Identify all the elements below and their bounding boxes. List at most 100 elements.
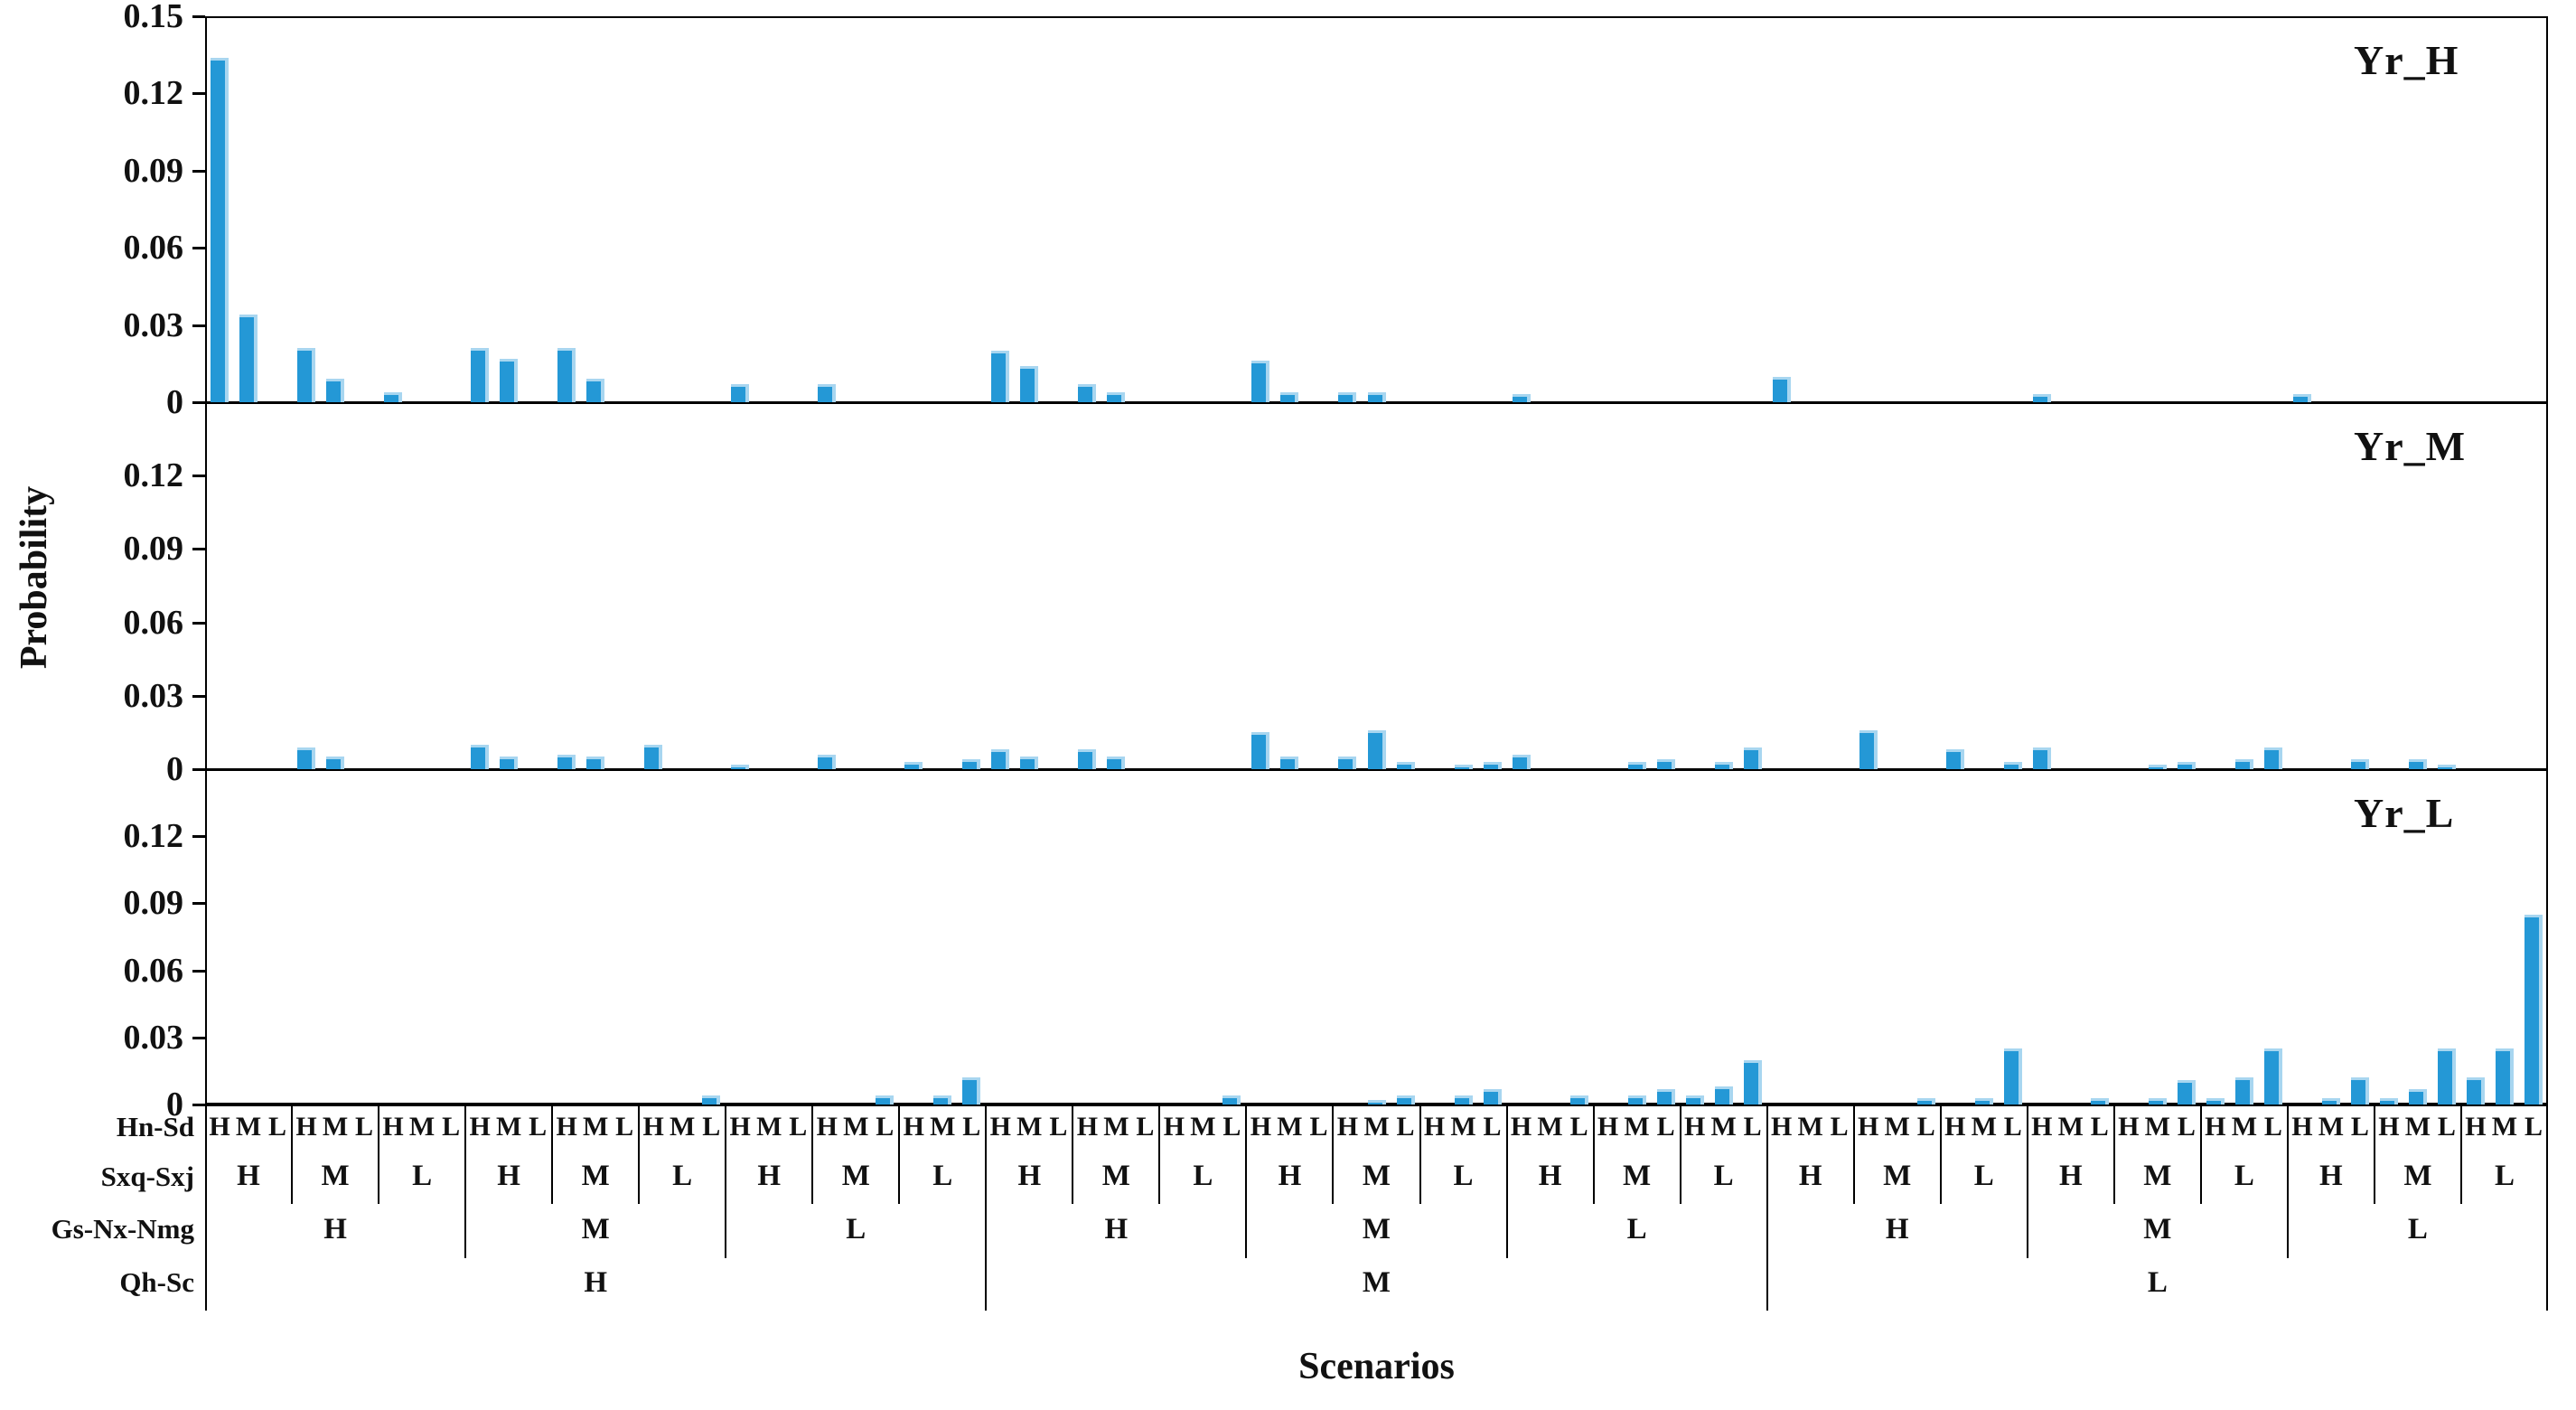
x-cat-Hn-Sd-64: H: [2031, 1111, 2053, 1142]
axis-edge-line: [205, 1104, 207, 1311]
x-cat-Hn-Sd-3: L: [268, 1111, 287, 1142]
bar-Yr_H-s37: [1251, 361, 1270, 402]
x-cat-Hn-Sd-43: H: [1423, 1111, 1446, 1142]
y-tick-mark: [192, 694, 205, 698]
x-cat-Hn-Sd-67: H: [2118, 1111, 2140, 1142]
group-separator-l1: [551, 1104, 554, 1204]
x-cat-Hn-Sd-48: L: [1569, 1111, 1588, 1142]
x-cat-Hn-Sd-1: H: [209, 1111, 230, 1142]
group-separator-l3: [985, 1104, 988, 1311]
bar-Yr_H-s38: [1280, 391, 1299, 402]
bar-Yr_H-s5: [326, 379, 345, 402]
bar-Yr_M-s16: [644, 744, 663, 769]
bar-Yr_M-s53: [1714, 761, 1733, 769]
x-cat-Sxq-Sxj-1: H: [237, 1160, 260, 1193]
bar-Yr_M-s4: [297, 747, 316, 769]
x-cat-Hn-Sd-45: L: [1483, 1111, 1502, 1142]
bar-Yr_L-s72: [2263, 1048, 2282, 1104]
group-separator-l1: [1332, 1104, 1335, 1204]
bar-Yr_M-s25: [904, 761, 923, 769]
axis-row-label-Qh-Sc: Qh-Sc: [119, 1266, 194, 1298]
y-tick-mark: [192, 621, 205, 625]
x-cat-Hn-Sd-17: M: [670, 1111, 696, 1142]
x-cat-Hn-Sd-68: M: [2144, 1111, 2170, 1142]
x-cat-Hn-Sd-44: M: [1450, 1111, 1476, 1142]
bar-Yr_H-s14: [586, 379, 605, 402]
group-separator-l1: [2459, 1104, 2462, 1204]
x-cat-Hn-Sd-49: H: [1597, 1111, 1619, 1142]
x-cat-Hn-Sd-56: M: [1797, 1111, 1823, 1142]
bar-Yr_M-s58: [1859, 729, 1878, 769]
bar-Yr_L-s63: [2003, 1048, 2022, 1104]
x-cat-Sxq-Sxj-23: M: [2143, 1160, 2172, 1193]
panel-baseline-2: [205, 1104, 2548, 1106]
bar-Yr_M-s78: [2437, 764, 2456, 769]
x-cat-Hn-Sd-10: H: [469, 1111, 491, 1142]
x-cat-Sxq-Sxj-9: L: [932, 1160, 953, 1193]
x-cat-Hn-Sd-57: L: [1830, 1111, 1849, 1142]
x-cat-Sxq-Sxj-8: M: [841, 1160, 870, 1193]
y-tick-mark: [192, 969, 205, 973]
bar-Yr_M-s10: [471, 744, 490, 769]
bar-Yr_H-s2: [239, 315, 258, 402]
bar-Yr_L-s51: [1656, 1088, 1675, 1104]
x-cat-Gs-Nx-Nmg-2: M: [581, 1212, 610, 1246]
bar-Yr_M-s22: [818, 754, 837, 769]
x-cat-Sxq-Sxj-24: L: [2234, 1160, 2254, 1193]
x-cat-Hn-Sd-24: L: [876, 1111, 895, 1142]
x-cat-Sxq-Sxj-3: L: [412, 1160, 433, 1193]
x-cat-Hn-Sd-27: L: [962, 1111, 981, 1142]
bar-Yr_M-s41: [1367, 729, 1386, 769]
bar-Yr_L-s66: [2090, 1097, 2109, 1104]
group-separator-l1: [638, 1104, 641, 1204]
x-cat-Hn-Sd-52: H: [1683, 1111, 1706, 1142]
axis-row-label-Sxq-Sxj: Sxq-Sxj: [100, 1160, 194, 1192]
panel-title-Yr_M: Yr_M: [2354, 423, 2467, 469]
x-cat-Sxq-Sxj-15: L: [1453, 1160, 1474, 1193]
bar-Yr_L-s36: [1222, 1095, 1241, 1104]
x-cat-Hn-Sd-77: M: [2404, 1111, 2431, 1142]
bar-Yr_M-s19: [731, 764, 750, 769]
x-cat-Hn-Sd-55: H: [1770, 1111, 1793, 1142]
y-tick-label: 0.06: [123, 603, 184, 642]
bar-Yr_M-s64: [2032, 747, 2051, 769]
y-tick-mark: [192, 169, 205, 173]
x-cat-Gs-Nx-Nmg-5: M: [1362, 1212, 1391, 1246]
bar-Yr_L-s48: [1569, 1095, 1588, 1104]
y-tick-mark: [192, 1036, 205, 1039]
x-cat-Qh-Sc-3: L: [2147, 1265, 2168, 1299]
x-cat-Hn-Sd-22: H: [816, 1111, 838, 1142]
y-tick-label: 0.03: [123, 306, 184, 344]
x-cat-Sxq-Sxj-22: H: [2058, 1160, 2083, 1193]
bar-Yr_M-s69: [2177, 761, 2196, 769]
bar-Yr_L-s76: [2379, 1097, 2398, 1104]
x-cat-Hn-Sd-76: H: [2378, 1111, 2400, 1142]
bar-Yr_M-s44: [1454, 764, 1473, 769]
bar-Yr_L-s50: [1627, 1095, 1646, 1104]
panel-baseline-0: [205, 401, 2548, 404]
y-tick-label: 0.12: [123, 456, 184, 495]
bar-Yr_L-s71: [2234, 1077, 2253, 1104]
x-cat-Hn-Sd-7: H: [382, 1111, 404, 1142]
x-cat-Sxq-Sxj-21: L: [1973, 1160, 1994, 1193]
x-cat-Hn-Sd-62: M: [1971, 1111, 1997, 1142]
x-cat-Hn-Sd-35: M: [1190, 1111, 1216, 1142]
group-separator-l2: [464, 1104, 467, 1258]
x-cat-Hn-Sd-41: M: [1363, 1111, 1390, 1142]
x-cat-Hn-Sd-36: L: [1222, 1111, 1241, 1142]
y-tick-mark: [192, 835, 205, 839]
x-cat-Gs-Nx-Nmg-6: L: [1626, 1212, 1647, 1246]
x-cat-Sxq-Sxj-2: M: [321, 1160, 350, 1193]
x-cat-Hn-Sd-59: M: [1884, 1111, 1910, 1142]
x-cat-Hn-Sd-79: H: [2465, 1111, 2487, 1142]
bar-Yr_M-s61: [1945, 749, 1964, 769]
y-tick-label: 0.09: [123, 151, 184, 190]
x-cat-Hn-Sd-47: M: [1537, 1111, 1563, 1142]
plot-frame: [205, 16, 2548, 1104]
group-separator-l2: [2286, 1104, 2289, 1258]
bar-Yr_H-s10: [471, 348, 490, 402]
bar-Yr_M-s54: [1743, 747, 1762, 769]
bar-Yr_H-s13: [557, 348, 576, 402]
bar-Yr_L-s42: [1396, 1095, 1415, 1104]
x-cat-Hn-Sd-31: H: [1076, 1111, 1099, 1142]
